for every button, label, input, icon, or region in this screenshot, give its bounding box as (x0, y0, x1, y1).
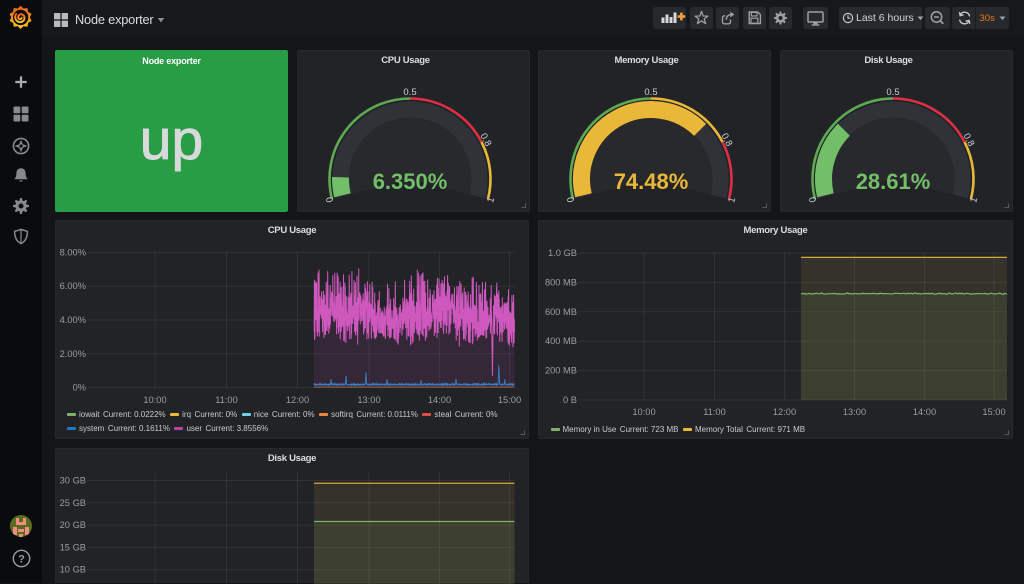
svg-text:10:00: 10:00 (143, 395, 166, 405)
svg-text:13:00: 13:00 (357, 395, 380, 405)
svg-text:?: ? (18, 553, 25, 565)
svg-text:12:00: 12:00 (773, 407, 796, 417)
svg-text:6.350%: 6.350% (373, 169, 448, 194)
svg-text:600 MB: 600 MB (545, 307, 577, 317)
svg-text:10:00: 10:00 (632, 407, 655, 417)
svg-text:0 B: 0 B (563, 395, 577, 405)
svg-text:10 GB: 10 GB (60, 565, 86, 575)
svg-text:0.5: 0.5 (644, 87, 657, 98)
svg-text:4.00%: 4.00% (60, 315, 86, 325)
svg-text:14:00: 14:00 (428, 395, 451, 405)
svg-text:30 GB: 30 GB (60, 476, 86, 486)
svg-text:0%: 0% (73, 383, 86, 393)
svg-text:200 MB: 200 MB (545, 366, 577, 376)
svg-text:13:00: 13:00 (843, 407, 866, 417)
svg-text:0.5: 0.5 (886, 87, 899, 98)
svg-text:1: 1 (485, 196, 497, 204)
svg-text:1.0 GB: 1.0 GB (548, 248, 577, 258)
svg-text:0.5: 0.5 (403, 87, 416, 98)
svg-text:400 MB: 400 MB (545, 336, 577, 346)
svg-text:14:00: 14:00 (913, 407, 936, 417)
svg-text:6.00%: 6.00% (60, 281, 86, 291)
svg-text:1: 1 (968, 196, 980, 204)
svg-text:15 GB: 15 GB (60, 542, 86, 552)
svg-text:2.00%: 2.00% (60, 349, 86, 359)
svg-text:0: 0 (323, 196, 335, 204)
svg-text:11:00: 11:00 (703, 407, 726, 417)
svg-text:8.00%: 8.00% (60, 248, 86, 258)
svg-text:12:00: 12:00 (286, 395, 309, 405)
svg-text:0: 0 (564, 196, 576, 204)
svg-text:25 GB: 25 GB (60, 498, 86, 508)
svg-text:800 MB: 800 MB (545, 277, 577, 287)
svg-text:20 GB: 20 GB (60, 520, 86, 530)
svg-text:0: 0 (806, 196, 818, 204)
svg-text:74.48%: 74.48% (614, 169, 689, 194)
svg-text:11:00: 11:00 (215, 395, 238, 405)
svg-text:15:00: 15:00 (498, 395, 521, 405)
svg-text:15:00: 15:00 (982, 407, 1005, 417)
svg-text:1: 1 (726, 196, 738, 204)
svg-text:28.61%: 28.61% (856, 169, 931, 194)
